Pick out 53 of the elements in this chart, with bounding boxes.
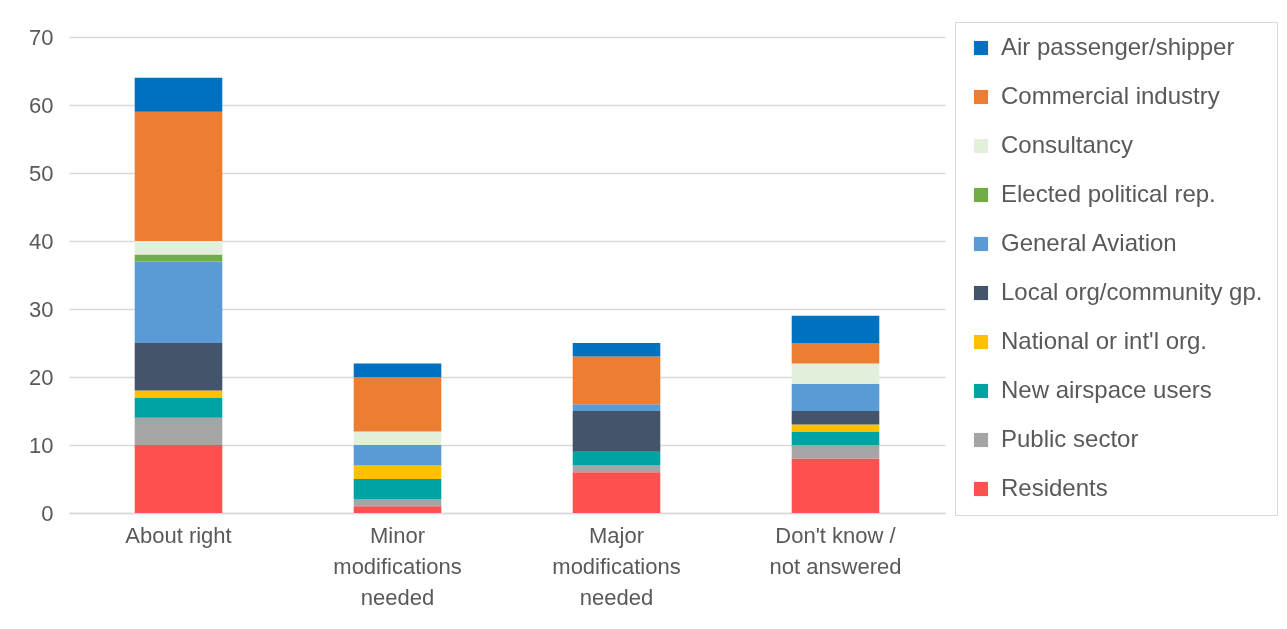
bar [791,445,880,459]
bar [353,377,442,432]
bar [572,411,661,452]
y-tick-label: 60 [29,92,54,118]
bar [134,241,223,255]
bar [572,465,661,473]
legend-label: Residents [1001,474,1108,501]
bar [134,261,223,343]
bar [572,356,661,405]
y-tick-label: 10 [29,432,54,458]
legend-label: Consultancy [1001,131,1134,158]
bar [134,445,223,513]
bar [791,315,880,343]
y-tick-label: 20 [29,364,54,390]
bar [791,458,880,513]
legend-label: Local org/community gp. [1001,278,1263,305]
y-tick-label: 0 [41,500,54,526]
x-tick-label: Major modifications needed [552,522,681,610]
legend-label: National or int'l org. [1001,327,1208,354]
bar [572,343,661,357]
y-tick-label: 40 [29,228,54,254]
x-tick-label: Minor modifications needed [333,522,462,610]
bar [353,479,442,500]
y-tick-label: 70 [29,24,54,50]
bar [134,343,223,391]
bar [353,363,442,377]
bar [791,431,880,445]
legend-label: New airspace users [1001,376,1212,403]
bar [353,499,442,507]
legend-label: Air passenger/shipper [1001,33,1235,60]
bar [353,431,442,445]
bar [791,343,880,364]
bar [353,506,442,513]
bar [572,451,661,466]
legend-label: Public sector [1001,425,1139,452]
y-tick-label: 30 [29,296,54,322]
bar [572,472,661,513]
bar [134,417,223,445]
legend-label: General Aviation [1001,229,1177,256]
bar [791,363,880,384]
bar [134,397,223,418]
bar [134,77,223,112]
bar [572,404,661,411]
bar [353,465,442,479]
bar [791,383,880,411]
bar [134,111,223,241]
bar [353,445,442,466]
legend-label: Elected political rep. [1001,180,1216,207]
bar [791,411,880,425]
legend-label: Commercial industry [1001,82,1220,109]
y-tick-label: 50 [29,160,54,186]
x-tick-label: Don't know / not answered [769,522,902,579]
x-tick-label: About right [125,522,232,548]
